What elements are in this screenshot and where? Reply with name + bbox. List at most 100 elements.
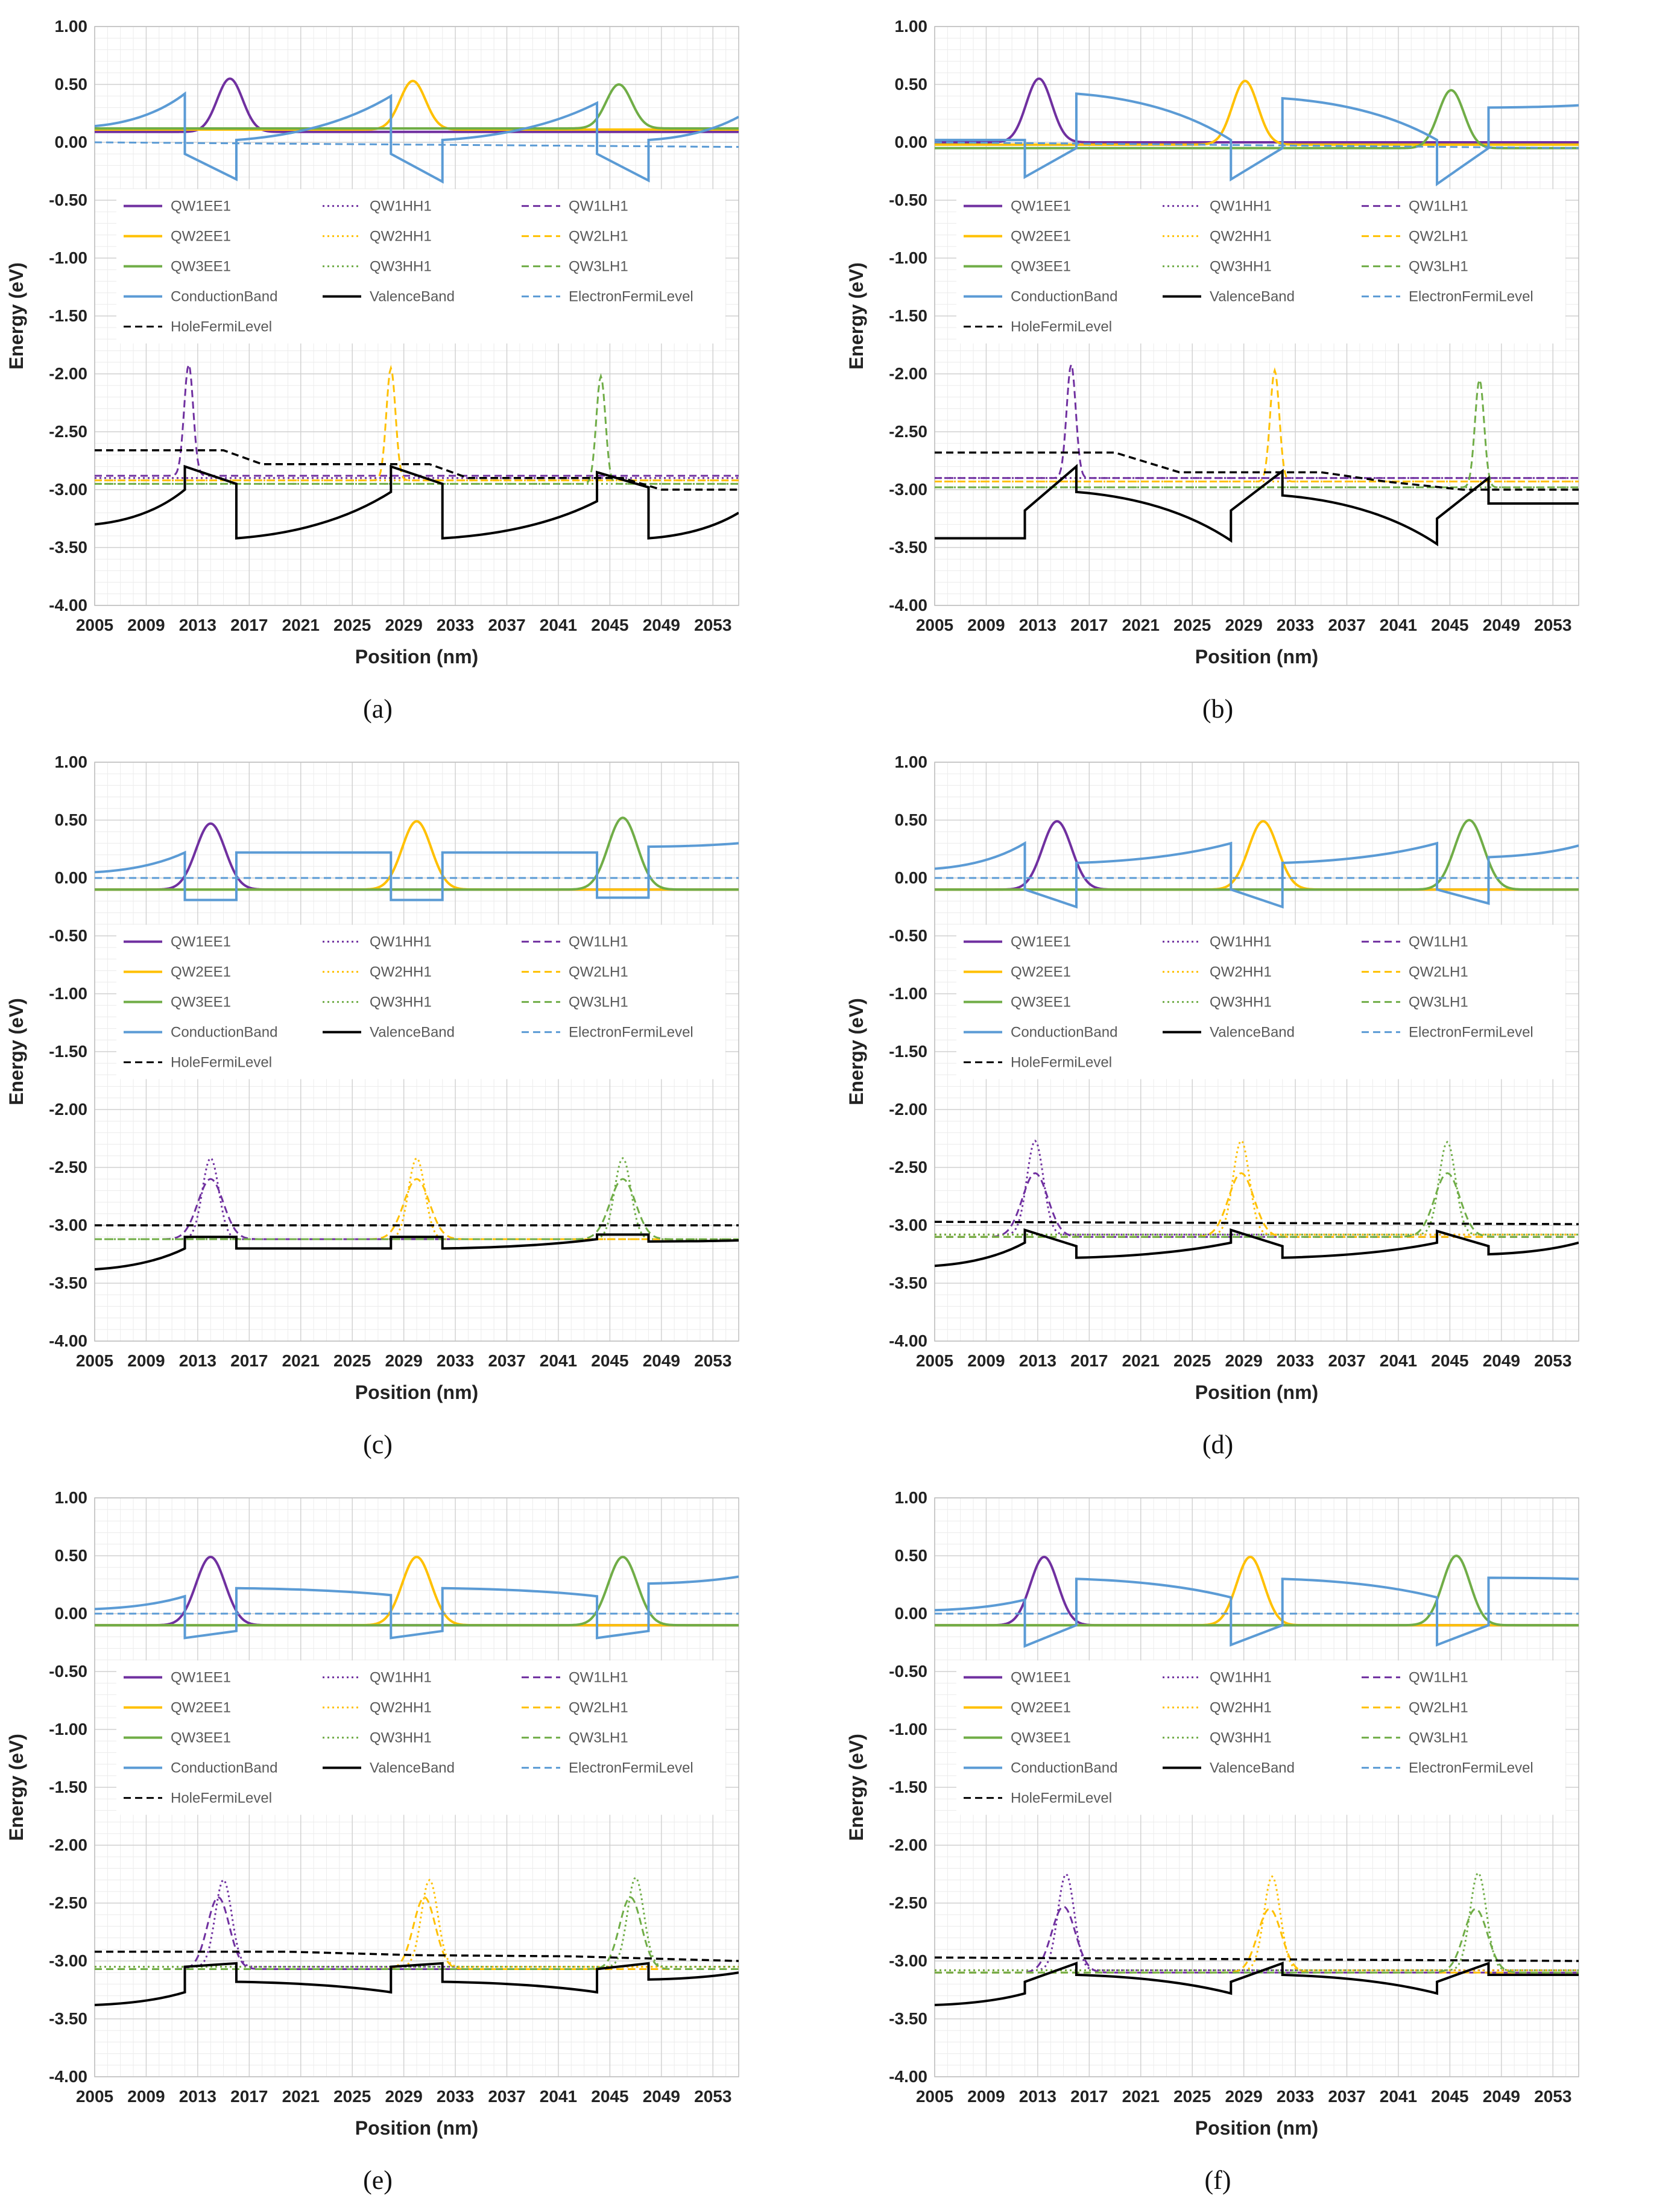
- legend: QW1EE1 QW1HH1 QW1LH1 QW2EE1 QW2HH1 QW2LH1 QW3E…: [116, 1660, 725, 1815]
- legend-label: QW2HH1: [370, 964, 432, 980]
- x-tick-label: 2045: [1431, 616, 1468, 634]
- y-axis-title: Energy (eV): [5, 262, 27, 370]
- legend-label: QW3HH1: [370, 994, 432, 1011]
- qw3ee1-curve: [935, 818, 1579, 891]
- legend-label: QW1LH1: [1409, 198, 1468, 215]
- x-axis-title: Position (nm): [355, 646, 478, 668]
- legend-label: QW2EE1: [1011, 1700, 1071, 1716]
- conduction-band-curve: [935, 1576, 1579, 1648]
- legend-label: QW2HH1: [370, 1700, 432, 1716]
- valence-band-curve: [935, 1961, 1579, 2006]
- legend-label: QW3LH1: [569, 994, 628, 1011]
- conduction-band-curve: [95, 1575, 739, 1640]
- y-tick-label: -4.00: [889, 1331, 927, 1350]
- qw1hh1-curve: [935, 1872, 1579, 1971]
- qw2lh1-curve: [935, 367, 1579, 483]
- legend-label: QW1HH1: [370, 934, 432, 950]
- hole-fermi-level-curve: [935, 1220, 1579, 1225]
- legend-label: ElectronFermiLevel: [1409, 1760, 1533, 1776]
- y-tick-label: -0.50: [49, 926, 87, 945]
- legend-label: QW1LH1: [1409, 934, 1468, 950]
- x-tick-label: 2009: [967, 616, 1005, 634]
- legend-label: QW1EE1: [171, 198, 231, 215]
- legend-label: QW1EE1: [1011, 1670, 1071, 1686]
- y-tick-label: -3.50: [889, 1274, 927, 1292]
- legend-background: [116, 1660, 725, 1815]
- x-tick-label: 2005: [76, 616, 113, 634]
- y-tick-label: -1.00: [889, 984, 927, 1003]
- x-tick-label: 2045: [1431, 1351, 1468, 1370]
- x-tick-label: 2045: [1431, 2087, 1468, 2106]
- y-tick-label: 0.50: [895, 75, 928, 93]
- qw3ee1-curve: [95, 816, 739, 891]
- x-tick-label: 2049: [1483, 1351, 1520, 1370]
- qw3ee1-curve: [935, 1554, 1579, 1627]
- legend-background: [116, 924, 725, 1079]
- qw3lh1-curve: [95, 1178, 739, 1240]
- legend-label: ConductionBand: [171, 1025, 277, 1041]
- x-tick-label: 2045: [591, 616, 628, 634]
- x-tick-label: 2053: [694, 1351, 731, 1370]
- x-tick-label: 2021: [282, 616, 320, 634]
- hole-fermi-level-curve: [935, 1956, 1579, 1962]
- legend-label: QW3EE1: [1011, 994, 1071, 1011]
- x-tick-label: 2017: [1070, 616, 1108, 634]
- y-tick-label: -4.00: [49, 2067, 87, 2086]
- plot-area-frame: [934, 26, 1579, 606]
- y-tick-label: -3.00: [49, 1216, 87, 1234]
- x-tick-label: 2033: [437, 616, 474, 634]
- x-tick-label: 2013: [179, 616, 216, 634]
- x-tick-label: 2041: [540, 2087, 577, 2106]
- valence-band-curve: [95, 1962, 739, 2006]
- legend-label: QW1LH1: [569, 934, 628, 950]
- x-tick-label: 2049: [643, 1351, 680, 1370]
- x-tick-label: 2029: [385, 1351, 422, 1370]
- x-tick-label: 2021: [282, 2087, 320, 2106]
- x-tick-label: 2037: [488, 616, 525, 634]
- legend-label: QW3LH1: [569, 259, 628, 275]
- legend-label: ElectronFermiLevel: [1409, 1025, 1533, 1041]
- legend-label: QW3EE1: [1011, 1730, 1071, 1746]
- x-tick-label: 2005: [76, 2087, 113, 2106]
- valence-band-curve: [95, 1233, 739, 1271]
- x-tick-label: 2033: [1277, 2087, 1314, 2106]
- legend-label: QW2LH1: [1409, 229, 1468, 245]
- x-tick-label: 2049: [1483, 2087, 1520, 2106]
- legend: QW1EE1 QW1HH1 QW1LH1 QW2EE1 QW2HH1 QW2LH1 QW3E…: [956, 1660, 1565, 1815]
- x-tick-label: 2037: [1328, 1351, 1365, 1370]
- y-tick-label: -2.50: [49, 1893, 87, 1912]
- legend-label: ConductionBand: [1011, 1760, 1117, 1776]
- legend-label: QW2EE1: [1011, 229, 1071, 245]
- y-tick-label: -3.00: [889, 480, 927, 499]
- x-axis-title: Position (nm): [355, 2117, 478, 2139]
- qw3ee1-curve: [935, 89, 1579, 150]
- x-tick-label: 2005: [916, 616, 953, 634]
- legend-label: QW3HH1: [1210, 994, 1272, 1011]
- legend-label: QW2LH1: [569, 229, 628, 245]
- x-tick-label: 2053: [694, 616, 731, 634]
- legend-label: ValenceBand: [1210, 1025, 1295, 1041]
- legend-label: QW1LH1: [569, 198, 628, 215]
- legend-label: HoleFermiLevel: [1011, 319, 1112, 335]
- legend-label: QW3LH1: [569, 1730, 628, 1746]
- x-tick-label: 2049: [643, 2087, 680, 2106]
- chart-panel-d: 1.00 0.50 0.00 -0.50 -1.00 -1.50 -2.00 -2.50 -3.…: [845, 753, 1579, 1459]
- conduction-band-curve: [935, 841, 1579, 909]
- chart-panel-e: 1.00 0.50 0.00 -0.50 -1.00 -1.50 -2.00 -2.50 -3.…: [5, 1488, 739, 2195]
- y-tick-label: -2.50: [49, 422, 87, 441]
- valence-band-curve: [95, 464, 739, 540]
- x-tick-label: 2017: [1070, 2087, 1108, 2106]
- legend-label: QW3LH1: [1409, 259, 1468, 275]
- legend-label: QW2EE1: [1011, 964, 1071, 980]
- legend-label: ValenceBand: [370, 289, 455, 305]
- legend-label: ElectronFermiLevel: [569, 289, 693, 305]
- legend-background: [956, 1660, 1565, 1815]
- legend-label: QW2LH1: [1409, 1700, 1468, 1716]
- x-tick-label: 2053: [1534, 616, 1571, 634]
- y-tick-label: -2.50: [889, 1158, 927, 1176]
- y-tick-label: 1.00: [895, 753, 928, 771]
- x-axis-title: Position (nm): [1195, 646, 1318, 668]
- legend-label: QW3HH1: [370, 259, 432, 275]
- legend-label: HoleFermiLevel: [1011, 1790, 1112, 1807]
- panel-caption: (d): [1202, 1430, 1233, 1459]
